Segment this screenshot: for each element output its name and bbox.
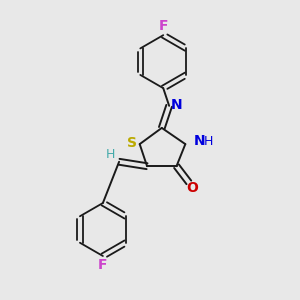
Text: H: H (204, 135, 214, 148)
Text: N: N (171, 98, 182, 112)
Text: S: S (127, 136, 137, 150)
Text: F: F (98, 258, 108, 272)
Text: F: F (158, 19, 168, 33)
Text: H: H (106, 148, 116, 161)
Text: N: N (194, 134, 205, 148)
Text: O: O (186, 181, 198, 195)
